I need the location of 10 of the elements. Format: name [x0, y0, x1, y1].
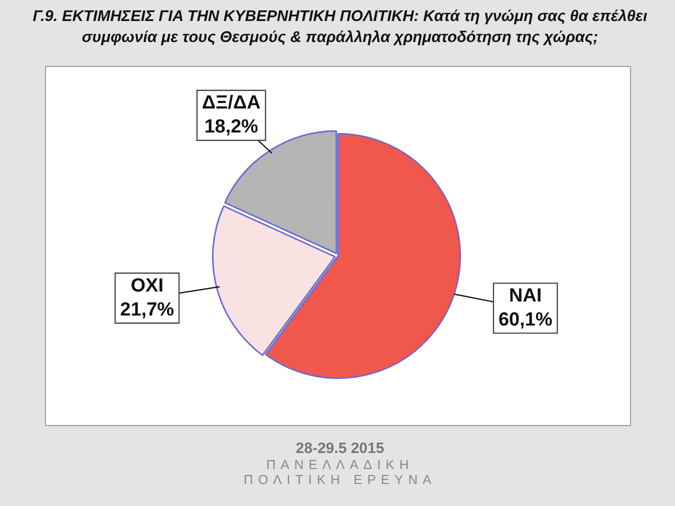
slice-label: ΝΑΙ [509, 285, 542, 306]
text: 28-29.5 2015 [294, 440, 386, 457]
slice-label: ΔΞ/ΔΑ [202, 92, 261, 114]
data-label: 60,1% [498, 309, 552, 330]
text: ΠΑΝΕΛΛΑΔΙΚΗ [265, 457, 415, 472]
slice-label: ΟΧΙ [130, 275, 164, 296]
data-label: 21,7% [120, 299, 174, 320]
chart-title: Γ.9. ΕΚΤΙΜΗΣΕΙΣ ΓΙΑ ΤΗΝ ΚΥΒΕΡΝΗΤΙΚΗ ΠΟΛΙΤΙΚΗ: Κατά τη γνώμη σας θα επέλθει συμφωνία με τους Θεσμούς & παράλληλα χρηματοδότηση της χώρας; [32, 7, 648, 48]
data-label: 18,2% [204, 116, 258, 138]
text: ΠΟΛΙΤΙΚΗ ΕΡΕΥΝΑ [242, 472, 438, 487]
